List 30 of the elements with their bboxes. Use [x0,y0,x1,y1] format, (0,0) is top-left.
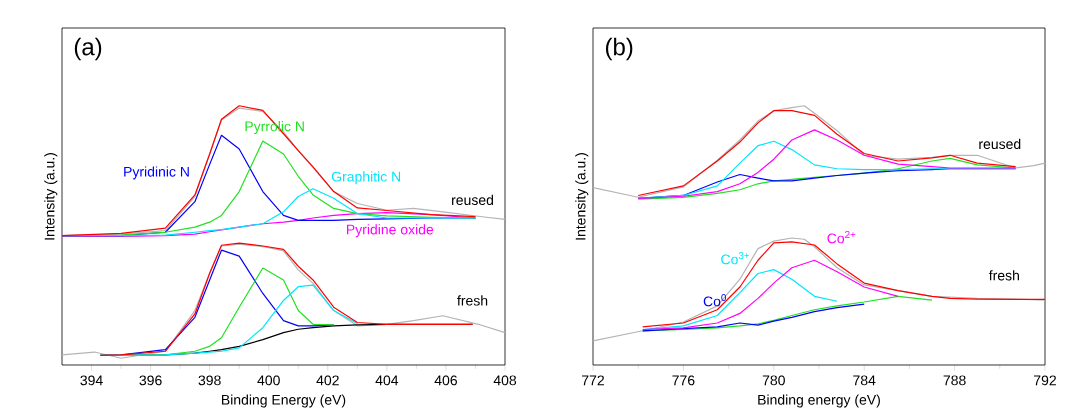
x-tick-label: 394 [80,375,103,386]
chart-title: (b) [605,37,633,61]
series-label: Co$^{3+}$ [721,252,750,265]
x-tick-label: 776 [672,375,695,386]
y-axis-title: Intensity (a.u.) [575,153,589,240]
series-label: Pyridine oxide [347,224,434,238]
series-label: Co$^{2+}$ [827,231,856,244]
x-tick-label: 396 [139,375,162,386]
x-tick-label: 404 [375,375,399,386]
y-axis-title: Intensity (a.u.) [44,153,58,240]
series-label: Pyridinic N [124,166,189,180]
x-tick-label: 788 [943,375,966,386]
annotation: reused [452,194,494,206]
annotation: fresh [457,295,488,306]
x-tick-label: 402 [316,375,339,386]
x-axis-title: Binding energy (eV) [758,394,880,408]
x-tick-label: 398 [198,375,221,386]
x-tick-label: 400 [257,375,280,386]
series-label: Co$^{0}$ [703,294,727,307]
x-tick-label: 772 [582,375,604,386]
x-axis-title: Binding Energy (eV) [222,394,346,408]
x-tick-label: 408 [493,375,517,386]
x-tick-label: 406 [434,375,457,386]
annotation: fresh [988,270,1019,281]
x-tick-label: 792 [1034,375,1056,386]
x-tick-label: 780 [762,375,785,386]
x-tick-label: 784 [853,375,876,386]
annotation: reused [979,138,1021,150]
chart-title: (a) [74,37,102,61]
series-label: Graphitic N [331,171,401,185]
